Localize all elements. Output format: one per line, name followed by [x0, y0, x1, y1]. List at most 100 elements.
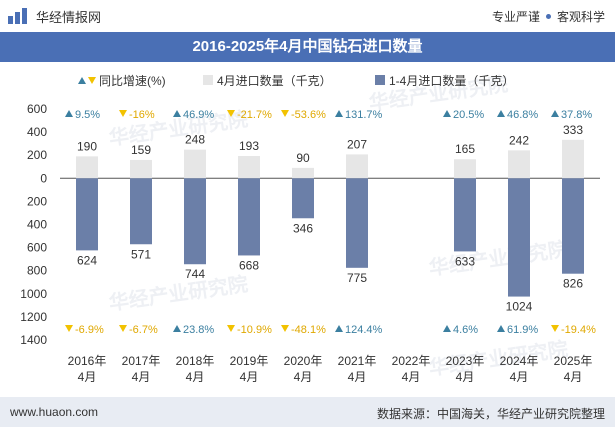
x-tick-label: 4月: [402, 370, 421, 384]
yoy-april-down-arrow-icon: [119, 110, 127, 117]
tagline-left: 专业严谨: [491, 10, 540, 24]
data-label-april: 248: [185, 133, 205, 147]
yoy-cumulative: -6.7%: [129, 324, 158, 336]
data-label-cumulative: 826: [563, 277, 583, 291]
bar-cumulative: [130, 178, 152, 245]
x-tick-label: 2025年: [554, 354, 593, 368]
data-label-cumulative: 571: [131, 247, 151, 261]
data-label-cumulative: 633: [455, 254, 475, 268]
yoy-cumulative: -10.9%: [237, 324, 272, 336]
x-tick-label: 4月: [348, 370, 367, 384]
legend-up-arrow-icon: [78, 77, 86, 84]
y-tick-label: 1200: [20, 310, 47, 324]
legend-april-swatch: [203, 75, 213, 85]
x-tick-label: 4月: [564, 370, 583, 384]
bar-april: [130, 159, 152, 179]
y-tick-label: 600: [27, 102, 47, 116]
bar-cumulative: [238, 178, 260, 256]
chart-canvas: 华经产业研究院华经产业研究院华经产业研究院华经产业研究院华经产业研究院同比增速(…: [20, 72, 600, 384]
watermark-2: 华经产业研究院: [107, 272, 249, 315]
footer-source: 数据来源：中国海关，华经产业研究院整理: [376, 407, 605, 421]
data-label-cumulative: 346: [293, 221, 313, 235]
brand: 华经情报网: [8, 7, 101, 25]
yoy-cumulative-down-arrow-icon: [551, 325, 559, 332]
x-tick-label: 2020年: [284, 354, 323, 368]
x-tick-label: 2017年: [122, 354, 161, 368]
data-label-april: 165: [455, 142, 475, 156]
brand-logo-icon: [8, 8, 30, 24]
data-label-april: 333: [563, 123, 583, 137]
x-tick-label: 2016年: [68, 354, 107, 368]
yoy-april: 46.9%: [183, 109, 214, 121]
x-tick-label: 4月: [132, 370, 151, 384]
yoy-cumulative: 61.9%: [507, 324, 538, 336]
x-tick-label: 4月: [186, 370, 205, 384]
y-tick-label: 600: [27, 241, 47, 255]
x-tick-label: 2018年: [176, 354, 215, 368]
bar-cumulative: [562, 178, 584, 274]
yoy-april: 20.5%: [453, 109, 484, 121]
yoy-cumulative: -48.1%: [291, 324, 326, 336]
bar-cumulative: [76, 178, 98, 251]
yoy-cumulative: -19.4%: [561, 324, 596, 336]
yoy-april-up-arrow-icon: [443, 110, 451, 117]
data-label-cumulative: 775: [347, 271, 367, 285]
bar-april: [292, 167, 314, 179]
yoy-cumulative: -6.9%: [75, 324, 104, 336]
y-tick-label: 1000: [20, 287, 47, 301]
tagline-dot-icon: [545, 14, 551, 19]
legend-april-label: 4月进口数量（千克）: [217, 73, 332, 88]
bar-april: [184, 149, 206, 179]
x-tick-label: 2021年: [338, 354, 377, 368]
bar-april: [238, 156, 260, 179]
yoy-cumulative-down-arrow-icon: [65, 325, 73, 332]
y-tick-label: 400: [27, 125, 47, 139]
yoy-cumulative: 23.8%: [183, 324, 214, 336]
yoy-april-up-arrow-icon: [551, 110, 559, 117]
x-tick-label: 2023年: [446, 354, 485, 368]
tagline: 专业严谨 客观科学: [492, 8, 605, 25]
yoy-cumulative-up-arrow-icon: [173, 325, 181, 332]
yoy-april: 37.8%: [561, 109, 592, 121]
bar-april: [346, 154, 368, 179]
top-bar: 华经情报网 专业严谨 客观科学: [0, 0, 615, 32]
bar-cumulative: [454, 178, 476, 252]
x-tick-label: 2024年: [500, 354, 539, 368]
watermark-3: 华经产业研究院: [427, 237, 569, 280]
y-tick-label: 1400: [20, 333, 47, 347]
yoy-cumulative-up-arrow-icon: [497, 325, 505, 332]
data-label-april: 190: [77, 139, 97, 153]
x-tick-label: 4月: [456, 370, 475, 384]
data-label-cumulative: 624: [77, 253, 97, 267]
data-label-april: 207: [347, 137, 367, 151]
yoy-april-down-arrow-icon: [227, 110, 235, 117]
yoy-april-up-arrow-icon: [65, 110, 73, 117]
x-tick-label: 4月: [294, 370, 313, 384]
legend-yoy-label: 同比增速(%): [99, 74, 166, 88]
data-label-cumulative: 1024: [506, 300, 533, 314]
yoy-cumulative-up-arrow-icon: [335, 325, 343, 332]
yoy-april: -16%: [129, 109, 155, 121]
yoy-cumulative-down-arrow-icon: [119, 325, 127, 332]
bar-april: [76, 156, 98, 179]
yoy-cumulative-down-arrow-icon: [227, 325, 235, 332]
footer: www.huaon.com 数据来源：中国海关，华经产业研究院整理: [0, 397, 615, 427]
yoy-april: 9.5%: [75, 109, 100, 121]
footer-url[interactable]: www.huaon.com: [10, 405, 99, 419]
yoy-april: -21.7%: [237, 109, 272, 121]
yoy-april-up-arrow-icon: [497, 110, 505, 117]
y-tick-label: 0: [40, 171, 47, 185]
bar-april: [508, 150, 530, 179]
yoy-april: -53.6%: [291, 109, 326, 121]
bar-cumulative: [184, 178, 206, 265]
x-tick-label: 2019年: [230, 354, 269, 368]
bar-april: [562, 139, 584, 179]
bar-april: [454, 159, 476, 179]
yoy-april-down-arrow-icon: [281, 110, 289, 117]
yoy-cumulative-up-arrow-icon: [443, 325, 451, 332]
yoy-april-up-arrow-icon: [335, 110, 343, 117]
chart-title: 2016-2025年4月中国钻石进口数量: [0, 32, 615, 62]
legend-cumulative-label: 1-4月进口数量（千克）: [389, 73, 514, 88]
bar-cumulative: [508, 178, 530, 297]
yoy-cumulative: 4.6%: [453, 324, 478, 336]
